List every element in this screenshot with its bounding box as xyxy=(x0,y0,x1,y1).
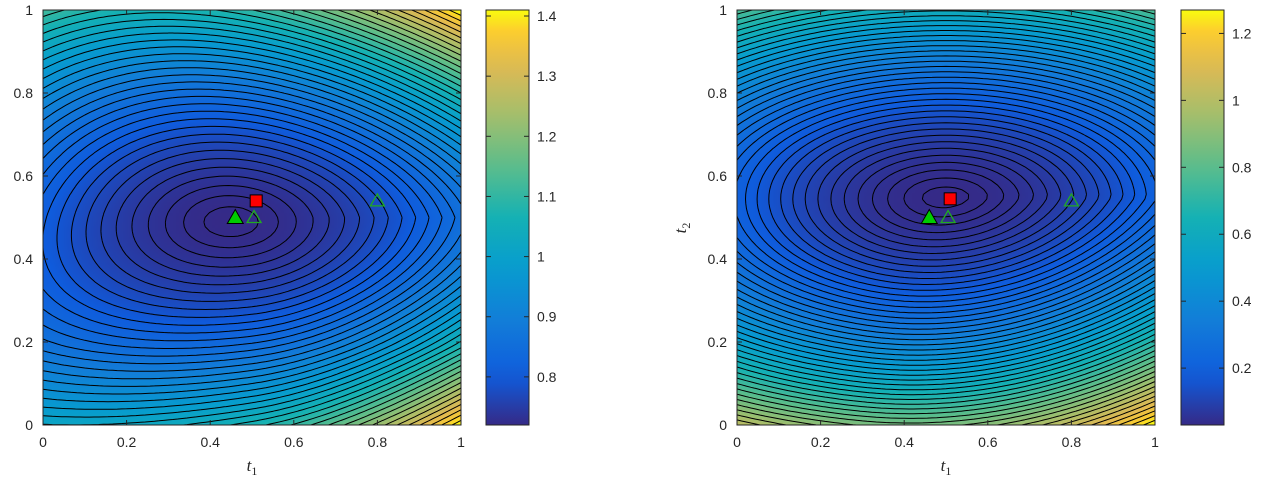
x-tick-label: 0 xyxy=(733,434,741,450)
colorbar-tick-label: 0.6 xyxy=(1232,226,1252,242)
marker-square xyxy=(249,194,263,208)
colorbar-tick-label: 0.8 xyxy=(1232,159,1252,175)
y-tick-label: 0.6 xyxy=(708,168,728,184)
x-tick-label: 0.4 xyxy=(200,434,220,450)
contour-lines xyxy=(736,9,1156,426)
colorbar-gradient xyxy=(485,9,530,426)
x-axis-label-left: t1 xyxy=(247,456,258,477)
plot-frame-right xyxy=(736,9,1156,426)
markers-left xyxy=(226,192,386,224)
x-tick-label: 0.2 xyxy=(117,434,137,450)
x-tick-label: 0.4 xyxy=(894,434,914,450)
y-tick-label: 0 xyxy=(719,417,727,433)
y-tick-label: 1 xyxy=(719,2,727,18)
marker-triangle-filled xyxy=(226,208,245,224)
colorbar-tick-label: 1.3 xyxy=(537,68,557,84)
y-tick-label: 0.2 xyxy=(708,334,728,350)
marker-square xyxy=(943,192,957,206)
colorbar-tick-label: 1 xyxy=(537,249,545,265)
colorbar-tick-label: 1.2 xyxy=(1232,25,1252,41)
y-tick-label: 0.8 xyxy=(14,85,34,101)
y-tick-label: 0 xyxy=(25,417,33,433)
marker-triangle-filled xyxy=(920,208,939,224)
contour-panel-left: 0 0.2 0.4 0.6 0.8 1 0 0.2 0.4 0.6 0.8 1 t1 0.8 0.9 1 1… xyxy=(14,2,557,477)
contour-panel-right: 0 0.2 0.4 0.6 0.8 100.20.40.60.81 t1 t2 0.20.… xyxy=(671,2,1252,477)
contour-field-right xyxy=(736,9,1156,426)
colorbar-tick-label: 1.2 xyxy=(537,128,557,144)
x-tick-label: 0.6 xyxy=(978,434,998,450)
plot-frame-left xyxy=(42,9,462,426)
x-tick-label: 0.8 xyxy=(368,434,388,450)
y-tick-label: 0.4 xyxy=(14,251,34,267)
y-tick-label: 1 xyxy=(25,2,33,18)
x-tick-label: 0.6 xyxy=(284,434,304,450)
x-tick-label: 0 xyxy=(39,434,47,450)
ticks-right: 0 0.2 0.4 0.6 0.8 1 0 0.2 0.4 0.6 0.8 1 xyxy=(708,2,1160,450)
marker-triangle-open xyxy=(1063,192,1080,207)
y-tick-label: 0.8 xyxy=(708,85,728,101)
colorbar-tick-label: 0.8 xyxy=(537,369,557,385)
y-tick-label: 0.2 xyxy=(14,334,34,350)
y-tick-label: 0.6 xyxy=(14,168,34,184)
contour-field-left xyxy=(42,9,462,426)
x-axis-label-right: t1 xyxy=(941,456,952,477)
x-tick-label: 0.8 xyxy=(1062,434,1082,450)
y-axis-label-right: t2 xyxy=(671,223,693,234)
colorbar-tick-label: 0.2 xyxy=(1232,360,1252,376)
markers-right xyxy=(920,192,1080,224)
contour-fill xyxy=(43,10,461,425)
colorbar-tick-label: 1 xyxy=(1232,92,1240,108)
contour-lines xyxy=(42,9,462,426)
colorbar-gradient xyxy=(1180,9,1225,426)
colorbar-tick-label: 0.4 xyxy=(1232,293,1252,309)
colorbar-tick-label: 0.9 xyxy=(537,309,557,325)
marker-triangle-open xyxy=(369,192,386,207)
y-tick-label: 0.4 xyxy=(708,251,728,267)
colorbar-right: 0.2 0.4 0.6 0.8 1 1.2 xyxy=(1180,9,1252,426)
x-tick-label: 1 xyxy=(457,434,465,450)
ticks-left: 0 0.2 0.4 0.6 0.8 1 0 0.2 0.4 0.6 0.8 1 xyxy=(14,2,466,450)
x-tick-label: 0.2 xyxy=(811,434,831,450)
colorbar-tick-label: 1.1 xyxy=(537,188,557,204)
contour-fill xyxy=(737,10,1155,425)
marker-triangle-open xyxy=(939,209,957,224)
marker-triangle-open xyxy=(245,209,263,224)
colorbar-tick-label: 1.4 xyxy=(537,8,557,24)
colorbar-left: 0.8 0.9 1 1.1 1.2 1.3 1.4 xyxy=(485,8,557,426)
x-tick-label: 1 xyxy=(1151,434,1159,450)
